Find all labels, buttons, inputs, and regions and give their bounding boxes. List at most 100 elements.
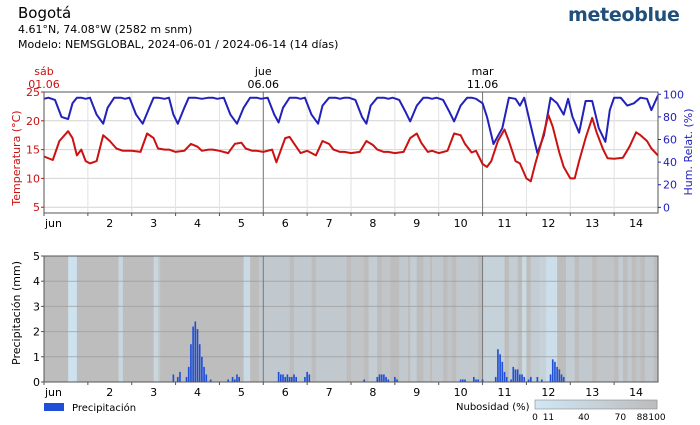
cloud-scale-segment bbox=[592, 400, 597, 409]
cloud-segment bbox=[640, 256, 646, 382]
cloud-scale-segment bbox=[562, 400, 566, 409]
precipitation-bar bbox=[519, 374, 521, 382]
brand-logo[interactable]: meteoblue bbox=[568, 4, 680, 26]
cloud-segment bbox=[636, 256, 641, 382]
cloud-segment bbox=[565, 256, 576, 382]
cloud-segment bbox=[315, 256, 348, 382]
cloud-scale-segment bbox=[602, 400, 606, 409]
top-series bbox=[43, 94, 659, 183]
cloud-segment bbox=[539, 256, 547, 382]
x-tick-label: 10 bbox=[454, 386, 468, 399]
cloud-segment bbox=[592, 256, 597, 382]
precipitation-bar bbox=[198, 344, 201, 382]
cloud-scale-segment bbox=[586, 400, 591, 409]
cloud-segment bbox=[644, 256, 655, 382]
precipitation-bar bbox=[472, 376, 475, 382]
cloud-segment bbox=[530, 256, 540, 382]
cloud-segment bbox=[447, 256, 453, 382]
precipitation-bar bbox=[540, 379, 543, 382]
precipitation-bar bbox=[376, 376, 379, 382]
precipitation-bar bbox=[293, 374, 295, 382]
cloud-scale-tick-label: 0 bbox=[532, 413, 538, 423]
precipitation-bar bbox=[277, 371, 280, 382]
cloud-segment bbox=[429, 256, 433, 382]
precipitation-bar bbox=[387, 379, 390, 382]
precipitation-bar bbox=[231, 376, 234, 382]
temperature-line bbox=[43, 114, 659, 183]
precipitation-bar bbox=[501, 361, 504, 382]
x-tick-label: 5 bbox=[238, 386, 245, 399]
x-tick-label: 9 bbox=[413, 217, 420, 230]
bottom-x-ticks: jun 2 3 4 5 6 7 8 9 10 11 12 13 14 bbox=[43, 382, 643, 399]
model-info: Modelo: NEMSGLOBAL, 2024-06-01 / 2024-06… bbox=[18, 38, 339, 51]
cloud-segment bbox=[627, 256, 633, 382]
precipitation-bar bbox=[194, 321, 197, 382]
cloud-segment bbox=[482, 256, 505, 382]
temperature-tick-label: 5 bbox=[33, 201, 40, 214]
precipitation-legend-label: Precipitación bbox=[72, 402, 136, 414]
day-marker-weekday: jue bbox=[254, 65, 272, 78]
cloud-scale-tick-label: 70 bbox=[615, 413, 627, 423]
cloud-scale-segment bbox=[589, 400, 594, 409]
cloud-segment bbox=[504, 256, 510, 382]
x-tick-label: 6 bbox=[282, 217, 289, 230]
cloud-segment bbox=[596, 256, 615, 382]
cloud-scale-segment bbox=[644, 400, 649, 409]
cloud-scale-segment bbox=[577, 400, 582, 409]
precipitation-bar bbox=[290, 376, 293, 382]
humidity-axis-label: Hum. Relat. (%) bbox=[682, 108, 695, 195]
x-tick-label: 6 bbox=[282, 386, 289, 399]
top-x-ticks: jun 2 3 4 5 6 7 8 9 10 11 12 13 14 bbox=[43, 213, 643, 230]
temperature-axis-ticks: 5 10 15 20 25 bbox=[26, 86, 44, 214]
day-marker-date: 01.06 bbox=[28, 78, 60, 91]
cloud-scale-segment bbox=[559, 400, 563, 409]
cloud-scale-segment bbox=[647, 400, 652, 409]
humidity-tick-label: 40 bbox=[663, 156, 677, 169]
x-tick-label: 5 bbox=[238, 217, 245, 230]
precipitation-bar bbox=[510, 379, 512, 382]
legend: Precipitación Nubosidad (%) 0 11 40 70 88 100 bbox=[44, 399, 666, 423]
precipitation-bar bbox=[477, 379, 480, 382]
cloud-segment bbox=[416, 256, 424, 382]
cloud-segment bbox=[44, 256, 69, 382]
humidity-tick-label: 100 bbox=[663, 88, 684, 101]
precipitation-bar bbox=[383, 374, 385, 382]
cloud-scale-segment bbox=[635, 400, 639, 409]
precipitation-bar bbox=[523, 376, 526, 382]
cloud-segment bbox=[622, 256, 628, 382]
cloud-scale-segment bbox=[650, 400, 655, 409]
precipitation-legend-swatch bbox=[44, 403, 64, 411]
cloud-scale-segment bbox=[617, 400, 621, 409]
cloud-scale-segment bbox=[580, 400, 585, 409]
precipitation-bar bbox=[306, 371, 308, 382]
humidity-tick-label: 20 bbox=[663, 179, 677, 192]
humidity-tick-label: 80 bbox=[663, 111, 677, 124]
precipitation-bar bbox=[284, 376, 287, 382]
cloud-segment bbox=[546, 256, 558, 382]
cloud-segment bbox=[432, 256, 444, 382]
cloud-scale-tick-label: 88 bbox=[637, 413, 649, 423]
cloud-segment bbox=[122, 256, 155, 382]
precipitation-bar bbox=[176, 376, 179, 382]
precipitation-bar bbox=[304, 376, 306, 382]
precipitation-bar bbox=[209, 379, 212, 382]
cloud-scale-segment bbox=[541, 400, 545, 409]
precipitation-bar bbox=[233, 379, 236, 382]
precipitation-bar bbox=[462, 379, 464, 382]
cloud-scale-segment bbox=[565, 400, 569, 409]
x-tick-label: 8 bbox=[369, 386, 376, 399]
precipitation-bar bbox=[363, 379, 365, 382]
x-tick-label: 11 bbox=[498, 386, 512, 399]
location-title: Bogotá bbox=[18, 4, 72, 22]
cloud-scale-segment bbox=[550, 400, 554, 409]
cloud-segment bbox=[381, 256, 391, 382]
precipitation-bar bbox=[385, 376, 387, 382]
x-tick-label: 7 bbox=[326, 217, 333, 230]
cloud-segment bbox=[456, 256, 479, 382]
precipitation-bar bbox=[227, 379, 230, 382]
cloud-segment bbox=[293, 256, 312, 382]
cloud-segment bbox=[526, 256, 532, 382]
x-tick-label: 7 bbox=[326, 386, 333, 399]
cloud-scale-segment bbox=[568, 400, 572, 409]
